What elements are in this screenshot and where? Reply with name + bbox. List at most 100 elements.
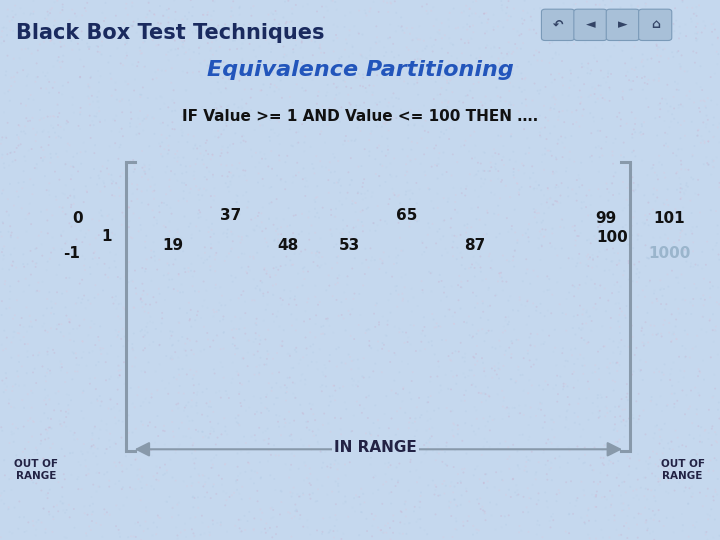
Point [511, 44, 523, 52]
Point [94, 322, 106, 330]
Point [346, 232, 357, 241]
Point [242, 115, 253, 124]
Point [480, 99, 491, 107]
Point [688, 434, 700, 443]
Point [276, 230, 287, 239]
Point [82, 80, 94, 89]
Point [408, 80, 420, 89]
Point [140, 244, 151, 252]
Point [658, 285, 670, 293]
Point [179, 268, 191, 276]
Point [100, 358, 112, 367]
Point [24, 312, 35, 320]
Point [64, 318, 76, 327]
Point [541, 475, 553, 484]
Point [298, 476, 310, 485]
Point [43, 179, 55, 187]
Point [42, 494, 53, 503]
Point [40, 435, 51, 444]
Point [658, 463, 670, 472]
Point [400, 408, 411, 417]
Point [537, 217, 549, 225]
Point [148, 194, 160, 203]
Point [275, 223, 287, 232]
Point [176, 121, 188, 130]
Point [679, 456, 690, 465]
Point [697, 313, 708, 321]
Point [172, 242, 184, 251]
Point [413, 106, 424, 115]
Point [686, 4, 698, 12]
Point [40, 26, 51, 35]
Point [665, 224, 676, 233]
Point [30, 262, 41, 271]
Point [12, 23, 24, 32]
Point [137, 279, 148, 288]
Point [332, 274, 343, 282]
Point [643, 505, 654, 514]
Point [624, 76, 635, 84]
Point [481, 230, 492, 238]
Point [430, 510, 441, 519]
Point [562, 406, 574, 414]
Point [708, 132, 720, 141]
Point [433, 278, 445, 286]
Point [325, 428, 336, 436]
Point [312, 437, 323, 446]
Point [701, 536, 713, 540]
Point [696, 247, 708, 256]
Point [275, 383, 287, 391]
Point [661, 99, 672, 108]
Point [488, 210, 500, 218]
Point [30, 245, 41, 253]
Point [649, 168, 660, 177]
Point [371, 122, 382, 131]
Point [662, 185, 673, 194]
Point [488, 23, 500, 31]
Point [500, 347, 511, 355]
Point [138, 166, 150, 174]
Point [176, 233, 187, 242]
Point [349, 254, 361, 262]
Point [422, 231, 433, 239]
Point [428, 490, 440, 499]
Point [122, 80, 133, 89]
Point [533, 181, 544, 190]
Point [11, 144, 22, 152]
Point [449, 495, 460, 504]
Point [289, 379, 300, 388]
Point [195, 530, 207, 539]
Point [688, 280, 700, 288]
Point [39, 385, 50, 394]
Point [645, 486, 657, 495]
Point [140, 265, 151, 273]
Point [328, 328, 339, 337]
Point [284, 431, 295, 440]
Point [197, 433, 209, 441]
Point [248, 526, 259, 535]
Point [524, 174, 536, 183]
Point [578, 105, 590, 114]
Point [618, 153, 630, 161]
Point [322, 121, 333, 130]
Point [607, 151, 618, 160]
Point [387, 511, 399, 519]
Point [469, 465, 481, 474]
Point [210, 132, 221, 141]
Point [642, 485, 654, 494]
Point [367, 489, 379, 498]
Point [561, 407, 572, 416]
Point [293, 359, 305, 368]
Point [709, 25, 720, 34]
Point [588, 477, 600, 486]
Point [81, 39, 93, 48]
Point [458, 7, 469, 16]
Point [323, 176, 334, 185]
Point [324, 158, 336, 166]
Point [653, 70, 665, 78]
Point [687, 151, 698, 159]
Point [463, 312, 474, 321]
Point [647, 298, 658, 307]
Point [713, 250, 720, 259]
Point [575, 259, 586, 267]
